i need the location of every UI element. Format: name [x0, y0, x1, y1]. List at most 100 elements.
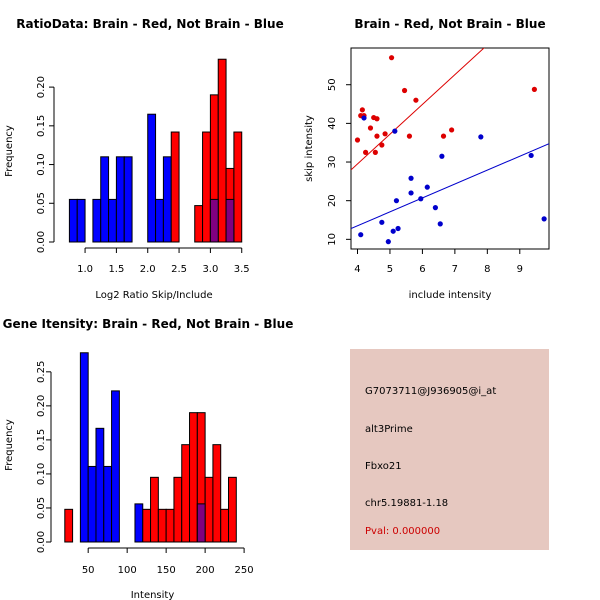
- chart2-x-label: include intensity: [409, 290, 492, 301]
- chart2-point-blue: [358, 232, 364, 238]
- chart1-x-tick-label: 1.0: [77, 264, 93, 275]
- chart3-bar-red: [173, 476, 183, 543]
- chart3-bar-blue: [111, 390, 120, 543]
- pval-text: Pval: 0.000000: [365, 526, 441, 537]
- chart2-point-blue: [408, 175, 414, 181]
- chart3-bar-red: [212, 444, 222, 543]
- chart2-plot-box: [350, 47, 550, 250]
- chart3-bar-blue: [95, 427, 105, 543]
- chart1-bar-blue: [100, 156, 110, 243]
- chart2-point-blue: [478, 134, 484, 140]
- chart1-bar-overlap: [225, 198, 235, 243]
- chart3-bar-red: [220, 508, 230, 543]
- chart1-bar-overlap: [209, 198, 219, 243]
- chart2-point-blue: [528, 152, 534, 159]
- chart2-point-blue: [541, 216, 547, 222]
- chart2-point-blue: [361, 115, 367, 121]
- chart2-point-blue: [432, 205, 438, 211]
- chart2-y-tick-label: 40: [327, 117, 338, 130]
- chart2-point-red: [388, 55, 395, 61]
- chart3-x-tick-label: 200: [196, 565, 215, 576]
- chart2-y-tick-label: 10: [327, 233, 338, 246]
- chart2-point-red: [406, 133, 413, 139]
- chart2-point-red: [440, 133, 447, 139]
- chart2-point-red: [363, 149, 369, 155]
- chart1-bar-red: [202, 131, 211, 243]
- chart1-y-label: Frequency: [4, 125, 15, 177]
- chart3-x-tick-label: 50: [82, 565, 95, 576]
- chart3-y-tick-label: 0.20: [36, 395, 47, 417]
- chart2-point-blue: [393, 198, 400, 204]
- chart1-x-tick-label: 3.0: [202, 264, 218, 275]
- chart3-y-tick-label: 0.25: [36, 361, 47, 383]
- chart3-bar-red: [189, 412, 198, 543]
- location-text: chr5.19881-1.18: [365, 498, 449, 509]
- chart2-x-tick-label: 7: [452, 264, 458, 275]
- chart2-y-label: skip intensity: [304, 115, 315, 182]
- probe-id-text: G7073711@J936905@i_at: [365, 386, 497, 397]
- event-type-text: alt3Prime: [365, 424, 413, 435]
- info-panel: G7073711@J936905@i_at alt3Prime Fbxo21 c…: [350, 349, 549, 550]
- chart1-x-tick-label: 2.0: [140, 264, 156, 275]
- chart1-bar-blue: [68, 198, 78, 243]
- chart3-bar-blue: [134, 503, 144, 543]
- chart3-y-tick-label: 0.00: [36, 531, 47, 553]
- chart3-x-tick-label: 100: [118, 565, 137, 576]
- chart3-bar-red: [64, 508, 74, 543]
- chart3-x-tick-label: 250: [235, 565, 254, 576]
- chart2-point-red: [401, 87, 408, 94]
- chart2-point-red: [449, 127, 455, 133]
- chart3-bar-blue: [103, 465, 113, 543]
- chart1-bar-blue: [76, 198, 86, 243]
- chart3-y-tick-label: 0.10: [36, 463, 47, 485]
- chart2-point-red: [531, 86, 537, 92]
- chart2-point-red: [354, 137, 361, 143]
- chart2-point-red: [374, 116, 380, 122]
- chart2-point-red: [413, 97, 419, 103]
- chart1-x-tick-label: 2.5: [171, 264, 187, 275]
- chart2-fit-line-red: [351, 48, 485, 171]
- chart1-y-tick-label: 0.10: [36, 153, 47, 175]
- chart2-point-blue: [408, 190, 414, 196]
- chart1-y-tick-label: 0.20: [36, 76, 47, 98]
- chart2-point-blue: [418, 196, 424, 202]
- chart2-point-blue: [395, 225, 401, 232]
- chart1-bar-blue: [162, 156, 172, 243]
- chart2-point-red: [382, 131, 388, 137]
- chart2-title: Brain - Red, Not Brain - Blue: [354, 17, 545, 31]
- chart1-x-tick-label: 1.5: [108, 264, 124, 275]
- chart3-bar-red: [228, 476, 237, 543]
- chart1-x-tick-label: 3.5: [234, 264, 250, 275]
- chart3-y-label: Frequency: [4, 419, 15, 471]
- chart2-point-blue: [390, 228, 396, 234]
- chart2-point-blue: [385, 239, 391, 245]
- chart1-bar-blue: [108, 198, 117, 243]
- chart2-point-blue: [439, 153, 445, 159]
- chart3-x-label: Intensity: [131, 590, 175, 600]
- chart2-x-tick-label: 5: [387, 264, 393, 275]
- chart2-y-tick-label: 50: [327, 78, 338, 91]
- chart1-bar-red: [233, 131, 243, 243]
- chart2-point-red: [367, 125, 374, 131]
- chart2-point-blue: [379, 219, 385, 225]
- chart2-x-tick-label: 9: [517, 264, 523, 275]
- chart1-bar-blue: [92, 198, 102, 243]
- chart1-bar-blue: [155, 198, 164, 243]
- chart2-point-red: [372, 149, 378, 155]
- chart3-bar-red: [204, 476, 214, 543]
- chart3-bar-blue: [79, 352, 89, 543]
- chart2-x-tick-label: 6: [419, 264, 425, 275]
- chart1-y-tick-label: 0.05: [36, 192, 47, 214]
- chart2-x-tick-label: 8: [484, 264, 490, 275]
- chart2-point-blue: [392, 128, 398, 134]
- chart3-x-tick-label: 150: [157, 565, 176, 576]
- chart1-y-tick-label: 0.00: [36, 231, 47, 253]
- chart3-bar-red: [150, 476, 159, 543]
- chart3-bar-blue: [87, 465, 97, 543]
- chart1-bar-blue: [115, 156, 125, 243]
- chart2-y-tick-label: 30: [327, 156, 338, 169]
- chart3-bar-overlap: [196, 503, 206, 543]
- chart1-title: RatioData: Brain - Red, Not Brain - Blue: [16, 17, 283, 31]
- chart1-bar-blue: [147, 113, 157, 243]
